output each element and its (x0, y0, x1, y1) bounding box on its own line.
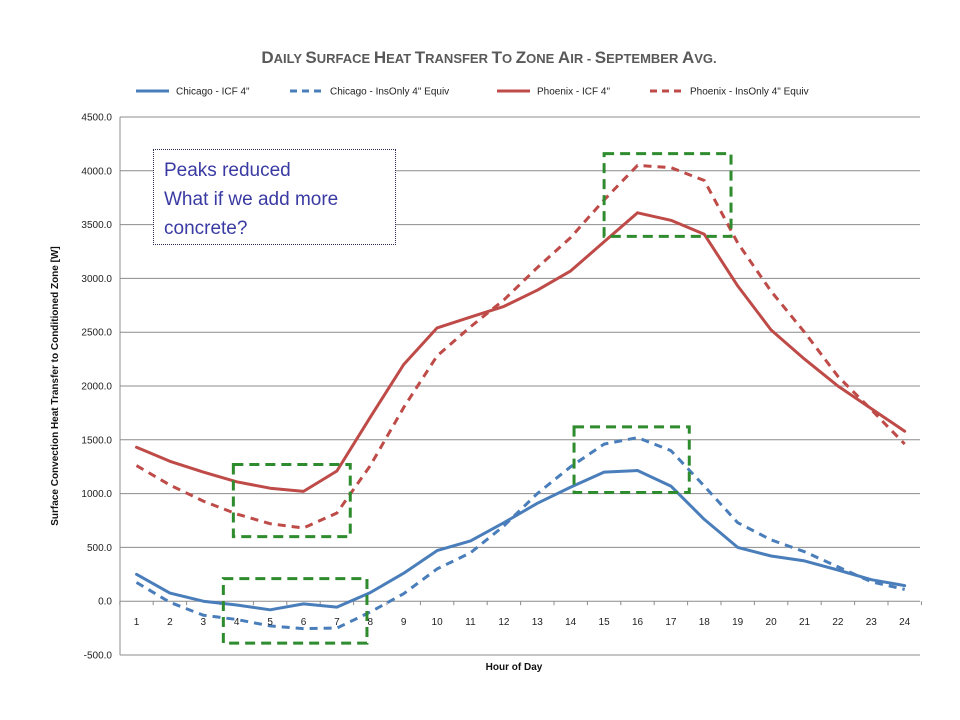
title-segment: A (558, 48, 570, 67)
annotation-line: What if we add more (164, 189, 339, 210)
highlight-box (572, 425, 691, 495)
y-tick-label: 1000.0 (81, 489, 112, 500)
series-lines (135, 163, 907, 631)
y-tick-label: 3500.0 (81, 220, 112, 231)
title-segment: H (374, 48, 386, 67)
title-segment: T (492, 48, 503, 67)
y-tick-label: 0.0 (98, 597, 112, 608)
y-tick-label: 4000.0 (81, 166, 112, 177)
x-tick-labels: 1 2 3 4 5 6 7 8 9 10 11 12 13 14 15 16 17 18 19 20 21 22 23 24 (134, 617, 911, 628)
title-segment: EAT (386, 51, 415, 66)
x-tick-label: 12 (498, 617, 510, 628)
x-axis-label: Hour of Day (486, 662, 543, 673)
y-tick-label: 4500.0 (81, 113, 112, 124)
title-segment: S (595, 48, 606, 67)
title-segment: IR - (570, 51, 595, 66)
annotation-line: concrete? (164, 218, 248, 239)
x-tick-label: 13 (532, 617, 544, 628)
x-tick-label: 18 (699, 617, 711, 628)
y-tick-label: 1500.0 (81, 435, 112, 446)
x-tick-label: 11 (465, 617, 476, 628)
x-tick-label: 20 (766, 617, 778, 628)
y-tick-label: 500.0 (87, 543, 112, 554)
annotation-line: Peaks reduced (164, 160, 291, 181)
legend: Chicago - ICF 4" Chicago - InsOnly 4" Equ… (136, 87, 809, 98)
y-tick-label: -500.0 (84, 651, 113, 662)
highlight-boxes (221, 152, 733, 645)
x-tick-label: 4 (234, 617, 240, 628)
title-segment: RANSFER (425, 51, 491, 66)
x-tick-label: 19 (732, 617, 744, 628)
x-tick-label: 15 (599, 617, 611, 628)
y-tick-labels: -500.0 0.0 500.0 1000.0 1500.0 2000.0 2500.0 30… (81, 113, 112, 662)
title-segment: A (682, 48, 694, 67)
title-segment: ONE (526, 51, 558, 66)
x-tick-label: 2 (167, 617, 173, 628)
legend-label: Chicago - InsOnly 4" Equiv (330, 87, 449, 98)
y-tick-label: 2500.0 (81, 328, 112, 339)
highlight-box (221, 577, 369, 645)
x-tick-label: 21 (799, 617, 811, 628)
x-tick-label: 17 (665, 617, 677, 628)
highlight-box (231, 463, 352, 539)
y-tick-label: 2000.0 (81, 382, 112, 393)
x-tick-label: 7 (334, 617, 340, 628)
legend-label: Phoenix - InsOnly 4" Equiv (690, 87, 809, 98)
x-tick-label: 5 (267, 617, 273, 628)
x-tick-label: 24 (899, 617, 911, 628)
series-line (135, 211, 907, 493)
legend-label: Chicago - ICF 4" (176, 87, 250, 98)
x-tick-label: 23 (866, 617, 878, 628)
title-segment: VG. (694, 51, 716, 66)
x-tick-label: 3 (201, 617, 207, 628)
x-tick-label: 8 (368, 617, 374, 628)
chart-title: DAILY SURFACE HEAT TRANSFER TO ZONE AIR … (261, 48, 716, 67)
title-segment: S (305, 48, 316, 67)
series-line (135, 163, 906, 530)
x-tick-label: 9 (401, 617, 407, 628)
title-segment: URFACE (317, 51, 374, 66)
series-line (135, 469, 907, 612)
annotation-box: Peaks reduced What if we add more concre… (153, 149, 396, 245)
legend-label: Phoenix - ICF 4" (537, 87, 610, 98)
series-line (135, 436, 906, 631)
title-segment: AILY (274, 51, 306, 66)
title-segment: T (415, 48, 426, 67)
x-tick-label: 1 (134, 617, 140, 628)
title-segment: D (261, 48, 273, 67)
x-tick-label: 14 (565, 617, 577, 628)
y-axis-label: Surface Convection Heat Transfer to Cond… (50, 246, 61, 525)
x-tick-label: 6 (301, 617, 307, 628)
title-segment: Z (516, 48, 526, 67)
title-segment: O (502, 51, 516, 66)
x-tick-label: 16 (632, 617, 644, 628)
y-tick-label: 3000.0 (81, 274, 112, 285)
x-tick-label: 22 (832, 617, 844, 628)
title-segment: EPTEMBER (606, 51, 682, 66)
x-tick-label: 10 (432, 617, 444, 628)
highlight-box (602, 152, 733, 238)
